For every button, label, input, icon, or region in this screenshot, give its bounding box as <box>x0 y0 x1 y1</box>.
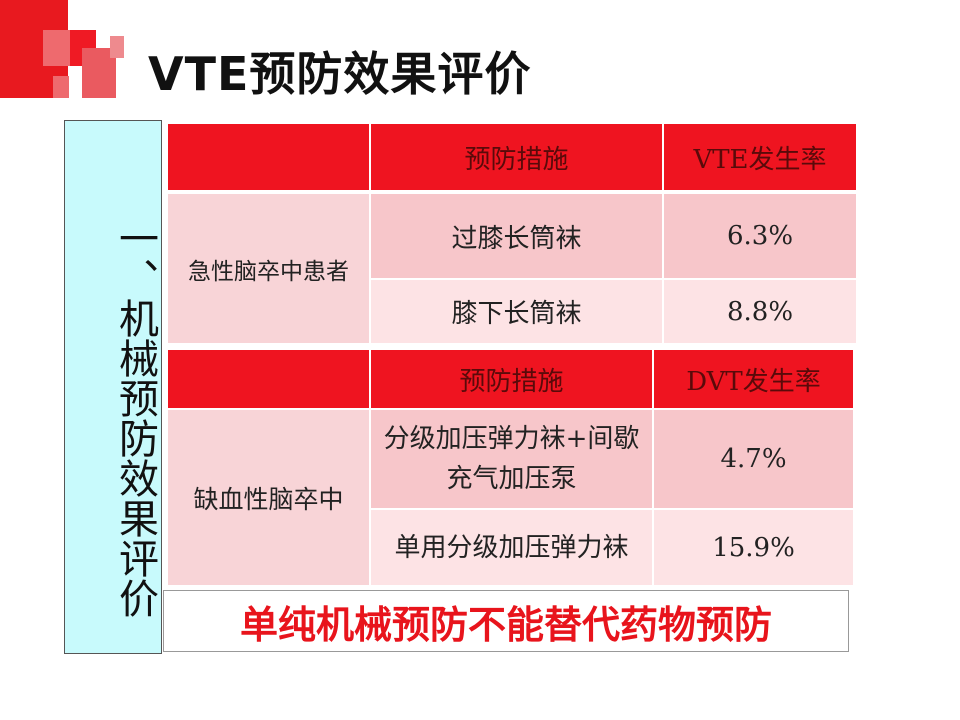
measure-cell: 分级加压弹力袜+间歇充气加压泵 <box>371 410 652 508</box>
rate-cell: 4.7% <box>654 410 853 508</box>
header-measure: 预防措施 <box>371 124 662 190</box>
header-cell-empty <box>168 124 369 190</box>
page-title: VTE预防效果评价 <box>148 47 532 101</box>
header-rate: DVT发生率 <box>654 350 853 408</box>
rate-cell: 15.9% <box>654 510 853 585</box>
conclusion-banner: 单纯机械预防不能替代药物预防 <box>163 590 849 652</box>
measure-cell: 过膝长筒袜 <box>371 194 662 278</box>
group-cell: 缺血性脑卒中 <box>168 410 369 585</box>
side-panel <box>64 120 162 654</box>
header-cell-empty <box>168 350 369 408</box>
rate-cell: 8.8% <box>664 280 856 343</box>
group-cell: 急性脑卒中患者 <box>168 194 369 343</box>
side-label: 一、机械预防效果评价 <box>112 218 158 618</box>
rate-cell: 6.3% <box>664 194 856 278</box>
measure-cell: 单用分级加压弹力袜 <box>371 510 652 585</box>
header-rate: VTE发生率 <box>664 124 856 190</box>
measure-cell: 膝下长筒袜 <box>371 280 662 343</box>
header-measure: 预防措施 <box>371 350 652 408</box>
